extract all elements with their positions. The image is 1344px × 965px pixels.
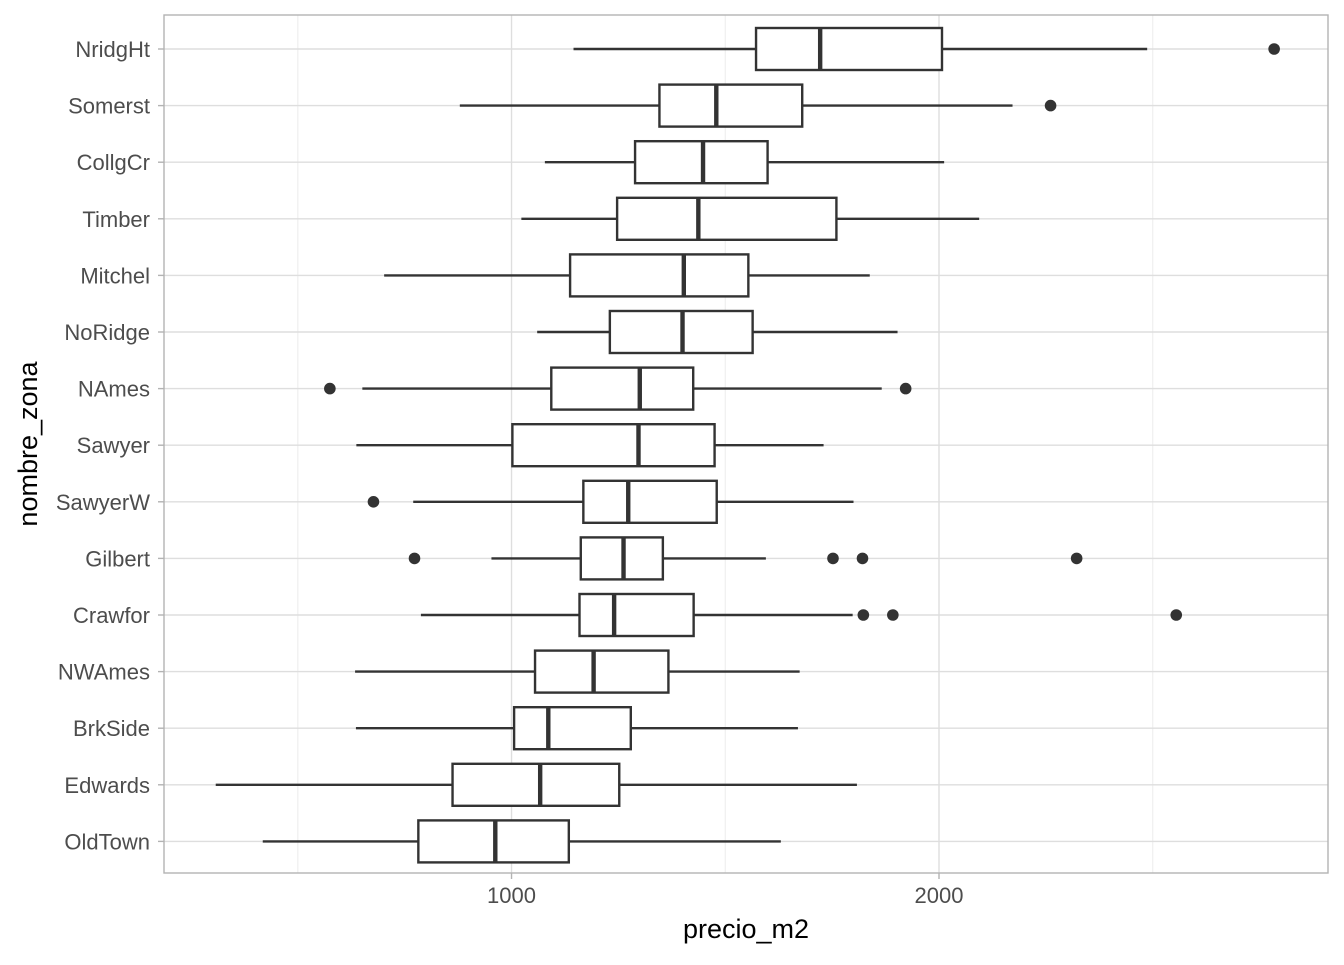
box-CollgCr <box>544 139 945 185</box>
y-tick-label: Timber <box>82 207 150 232</box>
y-tick-label: CollgCr <box>77 150 150 175</box>
outlier-point <box>1070 552 1083 565</box>
outlier-point <box>1044 99 1057 112</box>
iqr-box <box>578 592 695 638</box>
iqr-box <box>754 26 944 72</box>
outlier-point <box>856 552 869 565</box>
outlier-point <box>324 382 336 395</box>
outlier-point <box>1268 43 1280 55</box>
box-OldTown <box>262 819 781 864</box>
y-tick-label: Edwards <box>64 773 150 798</box>
box-Sawyer <box>356 423 824 468</box>
box-Crawfor <box>420 592 1183 638</box>
y-tick-label: OldTown <box>64 829 150 854</box>
iqr-box <box>550 366 695 411</box>
x-tick-label: 2000 <box>915 883 964 908</box>
y-tick-label: NoRidge <box>64 320 150 345</box>
box-NoRidge <box>537 309 898 355</box>
outlier-point <box>827 552 839 565</box>
y-axis-title: nombre_zona <box>13 360 43 526</box>
box-BrkSide <box>355 706 798 751</box>
panel-border <box>163 14 1329 874</box>
outlier-point <box>367 496 380 508</box>
iqr-box <box>533 649 670 694</box>
y-tick-label: Gilbert <box>85 546 150 571</box>
box-Somerst <box>459 83 1057 128</box>
boxes <box>215 26 1280 864</box>
box-NAmes <box>324 366 912 411</box>
box-Mitchel <box>384 253 870 298</box>
box-Timber <box>521 196 980 242</box>
axes: NridgHt Somerst CollgCr Timber Mitchel NoRidg… <box>56 37 964 908</box>
y-tick-label: Mitchel <box>80 263 150 288</box>
outlier-point <box>1170 609 1183 621</box>
box-NWAmes <box>355 649 800 694</box>
outlier-point <box>408 552 421 565</box>
box-Edwards <box>215 762 857 807</box>
box-Gilbert <box>408 536 1083 581</box>
iqr-box <box>568 253 750 298</box>
iqr-box <box>582 479 718 524</box>
iqr-box <box>512 706 632 751</box>
box-NridgHt <box>573 26 1280 72</box>
iqr-box <box>511 423 716 468</box>
x-tick-label: 1000 <box>487 883 536 908</box>
y-tick-label: NridgHt <box>75 37 150 62</box>
outlier-point <box>899 382 912 395</box>
y-tick-label: Sawyer <box>77 433 150 458</box>
box-SawyerW <box>367 479 854 524</box>
y-tick-label: Crawfor <box>73 603 150 628</box>
iqr-box <box>658 83 804 128</box>
y-tick-label: NAmes <box>78 377 150 402</box>
y-tick-label: SawyerW <box>56 490 150 515</box>
y-tick-label: NWAmes <box>58 660 150 685</box>
x-axis-title: precio_m2 <box>683 914 809 944</box>
iqr-box <box>615 196 838 242</box>
iqr-box <box>451 762 621 807</box>
y-tick-label: BrkSide <box>73 716 150 741</box>
outlier-point <box>887 609 899 621</box>
y-tick-label: Somerst <box>68 94 150 119</box>
outlier-point <box>857 609 870 621</box>
